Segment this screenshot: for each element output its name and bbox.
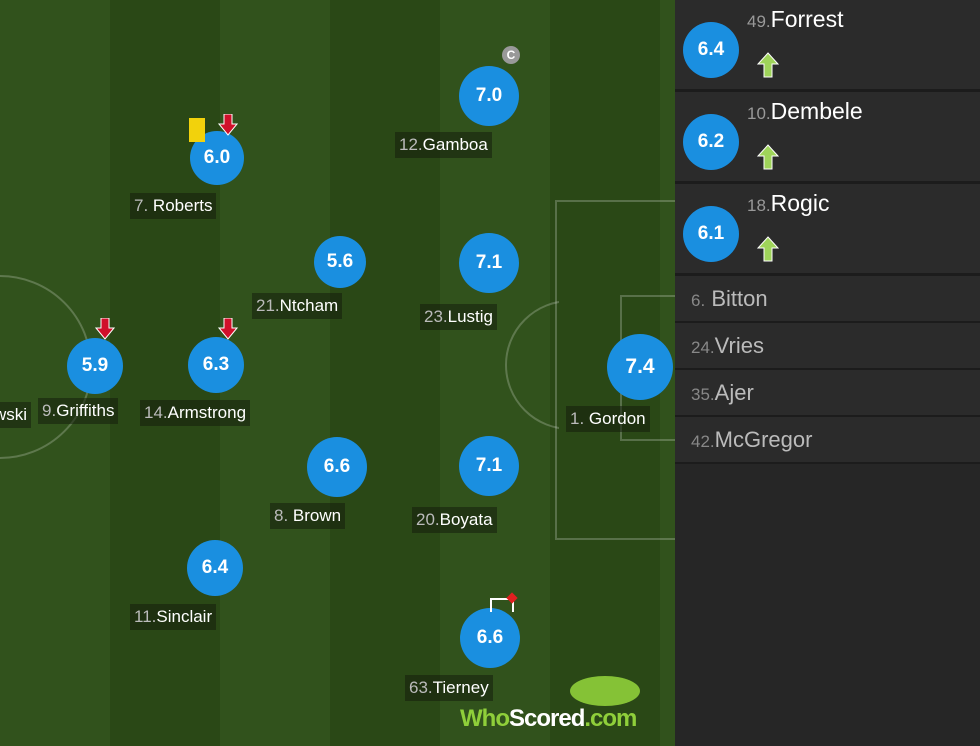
player-label[interactable]: 11.Sinclair	[130, 604, 217, 630]
player-label[interactable]: 20.Boyata	[412, 507, 497, 533]
player-rating[interactable]: 7.4	[607, 334, 673, 400]
player-label[interactable]: 14.Armstrong	[140, 400, 251, 426]
sub-row[interactable]: 6.2 10.Dembele	[675, 92, 980, 184]
sub-off-arrow-icon	[218, 318, 238, 340]
player-rating[interactable]: 6.4	[187, 540, 243, 596]
sub-on-arrow-icon	[757, 52, 779, 78]
bench-row[interactable]: 24.Vries	[675, 323, 980, 370]
player-rating[interactable]: 7.1	[459, 233, 519, 293]
player-rating[interactable]: 6.3	[188, 337, 244, 393]
substitutes-panel: 6.4 49.Forrest 6.2 10.Dembele 6.1 18.Rog…	[675, 0, 980, 746]
player-label[interactable]: 1. Gordon	[566, 406, 650, 432]
player-rating: 6.4	[683, 22, 739, 78]
sub-row[interactable]: 6.4 49.Forrest	[675, 0, 980, 92]
player-label[interactable]: 12.Gamboa	[395, 132, 492, 158]
sub-on-arrow-icon	[757, 144, 779, 170]
assist-goal-icon	[490, 598, 514, 612]
captain-badge: C	[502, 46, 520, 64]
player-rating[interactable]: 5.6	[314, 236, 366, 288]
player-rating[interactable]: 5.9	[67, 338, 123, 394]
player-label[interactable]: 63.Tierney	[405, 675, 493, 701]
player-rating[interactable]: 7.1	[459, 436, 519, 496]
player-rating[interactable]: 7.0	[459, 66, 519, 126]
bench-row[interactable]: 35.Ajer	[675, 370, 980, 417]
player-label[interactable]: 9.Griffiths	[38, 398, 119, 424]
bench-row[interactable]: 42.McGregor	[675, 417, 980, 464]
player-rating: 6.1	[683, 206, 739, 262]
player-rating[interactable]: 6.6	[460, 608, 520, 668]
pitch: wski 7.0 C 12.Gamboa 6.0 7. Roberts 5.6 …	[0, 0, 675, 746]
bench-row[interactable]: 6. Bitton	[675, 276, 980, 323]
player-rating[interactable]: 6.6	[307, 437, 367, 497]
whoscored-logo: WhoScored.com	[460, 705, 637, 732]
whoscored-logo-icon	[570, 676, 640, 706]
sub-off-arrow-icon	[218, 114, 238, 136]
player-rating: 6.2	[683, 114, 739, 170]
player-label[interactable]: 23.Lustig	[420, 304, 498, 330]
sub-on-arrow-icon	[757, 236, 779, 262]
player-label[interactable]: 8. Brown	[270, 503, 346, 529]
player-label[interactable]: wski	[0, 402, 32, 428]
player-label[interactable]: 21.Ntcham	[252, 293, 343, 319]
sub-row[interactable]: 6.1 18.Rogic	[675, 184, 980, 276]
player-label[interactable]: 7. Roberts	[130, 193, 217, 219]
yellow-card-icon	[189, 118, 205, 142]
sub-off-arrow-icon	[95, 318, 115, 340]
